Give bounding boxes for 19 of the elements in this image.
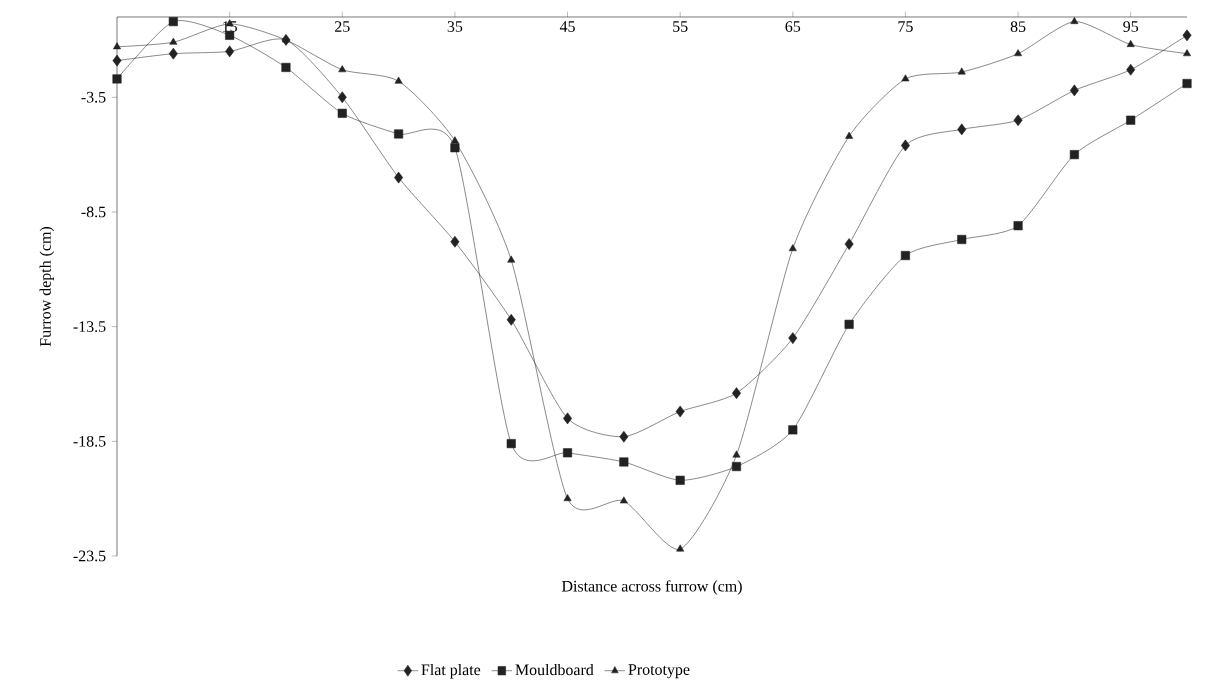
x-tick-label: 95 xyxy=(1123,21,1139,32)
y-tick-label: -8.5 xyxy=(81,206,106,218)
x-tick-label: 55 xyxy=(673,21,688,32)
x-tick-label: 85 xyxy=(1010,21,1026,32)
y-tick-label: -23.5 xyxy=(73,550,106,562)
legend-label: Prototype xyxy=(628,664,690,679)
y-tick-label: -13.5 xyxy=(73,321,106,333)
legend-label: Mouldboard xyxy=(515,663,594,676)
x-tick-label: 35 xyxy=(447,21,463,32)
x-tick-label: 25 xyxy=(335,21,350,32)
y-tick-label: -3.5 xyxy=(81,91,106,103)
x-tick-label: 45 xyxy=(559,21,575,32)
legend-label: Flat plate xyxy=(421,663,481,679)
y-tick-label: -18.5 xyxy=(73,435,106,447)
x-axis-title: Distance across furrow (cm) xyxy=(561,580,742,595)
x-tick-label: 65 xyxy=(785,21,801,32)
x-tick-label: 75 xyxy=(898,21,913,32)
y-axis-title: Furrow depth (cm) xyxy=(39,227,55,347)
x-tick-label: 15 xyxy=(223,21,237,32)
